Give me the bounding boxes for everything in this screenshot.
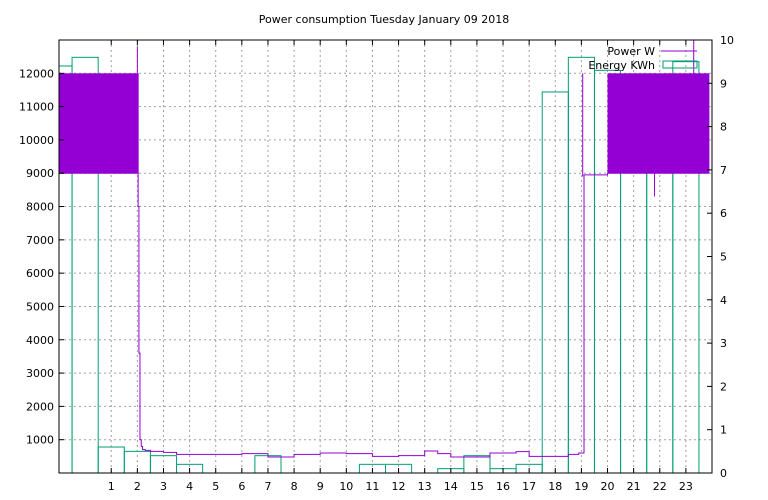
x-tick-label: 17 [522, 480, 536, 493]
chart-title: Power consumption Tuesday January 09 201… [259, 13, 509, 26]
x-tick-label: 9 [317, 480, 324, 493]
x-tick-label: 11 [365, 480, 379, 493]
x-tick-label: 19 [574, 480, 588, 493]
x-tick-label: 2 [134, 480, 141, 493]
x-tick-label: 16 [496, 480, 510, 493]
y-tick-label-right: 9 [720, 77, 727, 90]
y-tick-label-right: 4 [720, 294, 727, 307]
y-axis-right: 0 1 2 3 4 5 6 7 8 9 10 [707, 34, 734, 480]
x-tick-label: 21 [627, 480, 641, 493]
x-tick-label: 3 [160, 480, 167, 493]
x-tick-label: 12 [392, 480, 406, 493]
x-tick-label: 13 [418, 480, 432, 493]
y-tick-label-left: 5000 [26, 300, 54, 313]
x-tick-label: 6 [238, 480, 245, 493]
y-tick-label-left: 7000 [26, 234, 54, 247]
legend: Power W Energy KWh [588, 45, 698, 72]
power-fluctuation-band [59, 73, 139, 174]
y-tick-label-left: 6000 [26, 267, 54, 280]
y-tick-label-left: 10000 [19, 134, 54, 147]
y-tick-label-left: 2000 [26, 400, 54, 413]
legend-label-power: Power W [607, 45, 655, 58]
x-tick-label: 5 [212, 480, 219, 493]
x-tick-label: 14 [444, 480, 458, 493]
y-tick-label-right: 6 [720, 207, 727, 220]
x-axis: 1 2 3 4 5 6 7 8 9 10 11 12 13 14 15 16 17 18 19 20 21 22 23 [108, 40, 693, 493]
y-tick-label-left: 9000 [26, 167, 54, 180]
legend-swatch-energy [662, 60, 698, 69]
x-tick-label: 8 [291, 480, 298, 493]
y-tick-label-right: 7 [720, 164, 727, 177]
x-tick-label: 22 [653, 480, 667, 493]
y-tick-label-left: 3000 [26, 367, 54, 380]
x-tick-label: 7 [264, 480, 271, 493]
legend-label-energy: Energy KWh [588, 59, 655, 72]
x-tick-label: 23 [679, 480, 693, 493]
grid-lines [59, 40, 712, 473]
y-tick-label-right: 8 [720, 121, 727, 134]
y-tick-label-right: 0 [720, 467, 727, 480]
y-tick-label-left: 8000 [26, 201, 54, 214]
y-tick-label-left: 12000 [19, 67, 54, 80]
power-trace [59, 172, 710, 458]
power-fluctuation-band [607, 73, 710, 174]
y-tick-label-left: 11000 [19, 101, 54, 114]
y-tick-label-left: 1000 [26, 434, 54, 447]
power-line [59, 40, 710, 458]
x-tick-label: 20 [601, 480, 615, 493]
x-tick-label: 4 [186, 480, 193, 493]
energy-bars [58, 56, 700, 474]
x-tick-label: 10 [339, 480, 353, 493]
y-tick-label-right: 1 [720, 424, 727, 437]
y-tick-label-left: 4000 [26, 334, 54, 347]
x-tick-label: 15 [470, 480, 484, 493]
y-tick-label-right: 10 [720, 34, 734, 47]
y-tick-label-right: 5 [720, 251, 727, 264]
y-tick-label-right: 3 [720, 337, 727, 350]
x-tick-label: 1 [108, 480, 115, 493]
y-axis-left: 1000 2000 3000 4000 5000 6000 7000 8000 9000 1000… [19, 67, 64, 447]
y-tick-label-right: 2 [720, 380, 727, 393]
x-tick-label: 18 [548, 480, 562, 493]
